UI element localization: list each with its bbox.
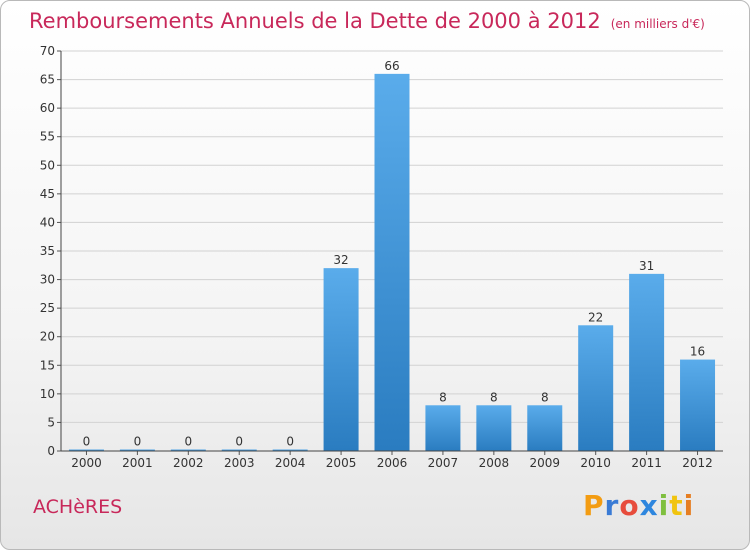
bar-2004[interactable] bbox=[272, 449, 308, 452]
y-tick-label: 25 bbox=[40, 301, 55, 315]
y-tick-label: 20 bbox=[40, 330, 55, 344]
y-tick-label: 55 bbox=[40, 130, 55, 144]
x-tick-label-2008: 2008 bbox=[479, 456, 510, 470]
y-tick-label: 70 bbox=[40, 44, 55, 58]
bar-2002[interactable] bbox=[170, 449, 206, 452]
y-tick-label: 0 bbox=[47, 444, 55, 458]
bar-2012[interactable] bbox=[680, 359, 716, 451]
data-label-2000: 0 bbox=[83, 435, 91, 449]
x-tick-label-2011: 2011 bbox=[631, 456, 662, 470]
logo-letter: o bbox=[619, 489, 640, 522]
data-label-2005: 32 bbox=[333, 253, 348, 267]
bar-2003[interactable] bbox=[221, 449, 257, 452]
y-tick-label: 35 bbox=[40, 244, 55, 258]
data-label-2006: 66 bbox=[384, 59, 399, 73]
proxiti-logo[interactable]: Proxiti bbox=[583, 489, 694, 522]
bar-2008[interactable] bbox=[476, 405, 512, 451]
logo-letter: r bbox=[604, 489, 620, 522]
data-label-2008: 8 bbox=[490, 390, 498, 404]
y-tick-label: 5 bbox=[47, 415, 55, 429]
bar-2011[interactable] bbox=[629, 273, 665, 451]
y-tick-label: 40 bbox=[40, 215, 55, 229]
y-tick-label: 50 bbox=[40, 158, 55, 172]
y-tick-label: 45 bbox=[40, 187, 55, 201]
chart-title: Remboursements Annuels de la Dette de 20… bbox=[29, 9, 705, 33]
bar-2009[interactable] bbox=[527, 405, 563, 451]
logo-letter: x bbox=[639, 489, 659, 522]
bar-2005[interactable] bbox=[323, 268, 359, 451]
bar-2000[interactable] bbox=[68, 449, 104, 452]
bar-2001[interactable] bbox=[119, 449, 155, 452]
bar-2010[interactable] bbox=[578, 325, 614, 451]
data-label-2012: 16 bbox=[690, 345, 705, 359]
data-label-2009: 8 bbox=[541, 390, 549, 404]
x-tick-label-2000: 2000 bbox=[71, 456, 102, 470]
axes: 0 5 10 15 20 25 30 35 40 45 50 55 60 65 70 2000 2001 2002… bbox=[40, 44, 723, 470]
town-name: ACHèRES bbox=[33, 496, 123, 518]
y-tick-label: 30 bbox=[40, 273, 55, 287]
chart-title-text: Remboursements Annuels de la Dette de 20… bbox=[29, 9, 601, 33]
logo-letter: P bbox=[583, 489, 605, 522]
x-tick-label-2010: 2010 bbox=[580, 456, 611, 470]
data-label-2003: 0 bbox=[235, 435, 243, 449]
y-tick-label: 10 bbox=[40, 387, 55, 401]
data-label-2010: 22 bbox=[588, 310, 603, 324]
data-label-2007: 8 bbox=[439, 390, 447, 404]
data-label-2011: 31 bbox=[639, 259, 654, 273]
x-tick-label-2009: 2009 bbox=[529, 456, 560, 470]
data-label-2004: 0 bbox=[286, 435, 294, 449]
x-tick-label-2003: 2003 bbox=[224, 456, 255, 470]
y-tick-label: 65 bbox=[40, 73, 55, 87]
x-tick-label-2002: 2002 bbox=[173, 456, 204, 470]
chart-subtitle: (en milliers d'€) bbox=[610, 17, 705, 31]
x-tick-label-2004: 2004 bbox=[275, 456, 306, 470]
logo-letter: i bbox=[658, 489, 670, 522]
bar-2007[interactable] bbox=[425, 405, 461, 451]
data-label-2001: 0 bbox=[134, 435, 142, 449]
data-label-2002: 0 bbox=[184, 435, 192, 449]
x-tick-label-2012: 2012 bbox=[682, 456, 713, 470]
bars: 0 0 0 0 0 32 66 8 8 8 22 31 16 bbox=[68, 59, 716, 452]
bar-2006[interactable] bbox=[374, 73, 410, 451]
x-tick-label-2006: 2006 bbox=[377, 456, 408, 470]
x-tick-label-2005: 2005 bbox=[326, 456, 357, 470]
logo-letter: i bbox=[683, 489, 695, 522]
logo-letter: t bbox=[669, 489, 684, 522]
x-tick-label-2001: 2001 bbox=[122, 456, 153, 470]
y-tick-label: 15 bbox=[40, 358, 55, 372]
x-tick-label-2007: 2007 bbox=[428, 456, 459, 470]
y-tick-label: 60 bbox=[40, 101, 55, 115]
